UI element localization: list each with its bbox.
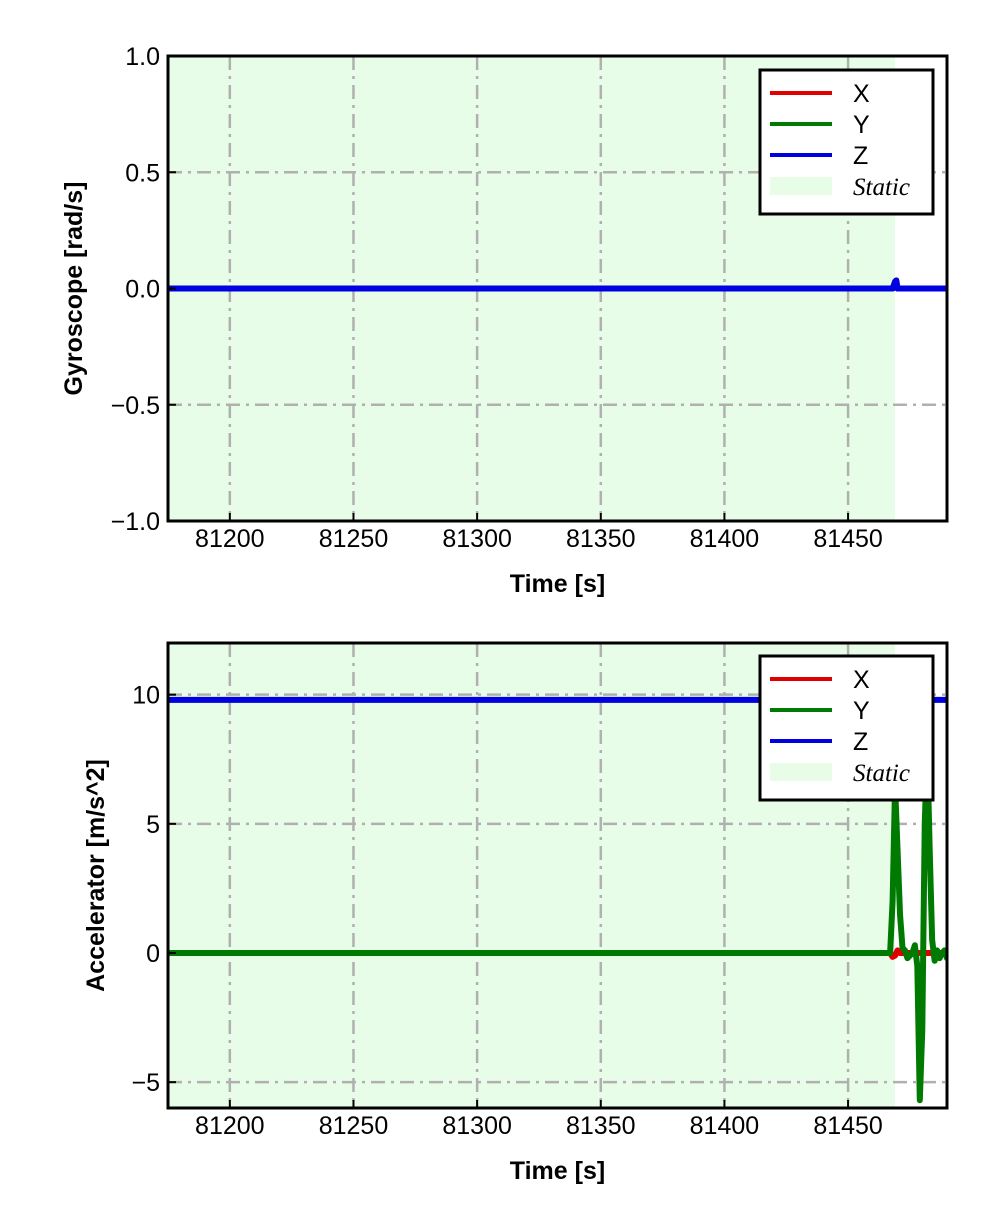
accel-ytick-label-1: 5	[146, 811, 160, 839]
gyro-ytick-label-1: 0.5	[125, 159, 160, 187]
gyro-ylabel: Gyroscope [rad/s]	[60, 182, 88, 396]
gyro-xtick-label-1: 81250	[319, 525, 389, 553]
gyro-ytick-label-3: −0.5	[111, 392, 160, 420]
accel-legend-label-static: Static	[853, 760, 910, 787]
accel-xtick-label-4: 81400	[690, 1112, 760, 1140]
accel-xtick-label-1: 81250	[319, 1112, 389, 1140]
gyro-xtick-label-4: 81400	[690, 525, 760, 553]
accel-xlabel: Time [s]	[510, 1157, 605, 1185]
gyro-legend-label-y: Y	[853, 111, 870, 139]
accel-legend-label-z: Z	[853, 728, 868, 756]
accelerometer-chart: 81200 81250 81300 81350 81400 81450 10 5 0 −5 Time…	[82, 641, 949, 1185]
accel-xtick-label-2: 81300	[442, 1112, 512, 1140]
accel-plot-frame	[166, 641, 949, 1110]
accel-ytick-label-0: 10	[132, 682, 160, 710]
accel-series-y	[168, 743, 947, 1104]
gyro-legend-swatch-static	[770, 177, 832, 195]
accel-ytick-label-2: 0	[146, 940, 160, 968]
gyro-xtick-label-5: 81450	[813, 525, 883, 553]
accel-legend: XYZ Static	[758, 654, 935, 802]
gyro-legend-label-static: Static	[853, 174, 910, 201]
accel-legend-label-x: X	[853, 666, 870, 694]
gyro-ytick-label-2: 0.0	[125, 276, 160, 304]
accel-xtick-label-3: 81350	[566, 1112, 636, 1140]
gyro-xtick-label-0: 81200	[195, 525, 265, 553]
gyro-legend-label-x: X	[853, 80, 870, 108]
accel-legend-swatch-static	[770, 763, 832, 781]
gyroscope-chart: 81200 81250 81300 81350 81400 81450 1.0 0.5 0.0 −…	[60, 43, 949, 598]
gyro-series-z	[168, 277, 947, 292]
accel-xtick-label-0: 81200	[195, 1112, 265, 1140]
accel-legend-label-y: Y	[853, 697, 870, 725]
gyro-xtick-label-3: 81350	[566, 525, 636, 553]
gyro-ytick-label-0: 1.0	[125, 43, 160, 71]
accel-ylabel: Accelerator [m/s^2]	[82, 759, 110, 992]
gyro-ytick-label-4: −1.0	[111, 508, 160, 536]
accel-xtick-label-5: 81450	[813, 1112, 883, 1140]
gyro-legend: XYZ Static	[758, 68, 935, 216]
gyro-xlabel: Time [s]	[510, 570, 605, 598]
gyro-legend-label-z: Z	[853, 142, 868, 170]
accel-ytick-label-3: −5	[131, 1069, 160, 1097]
gyro-xtick-label-2: 81300	[442, 525, 512, 553]
